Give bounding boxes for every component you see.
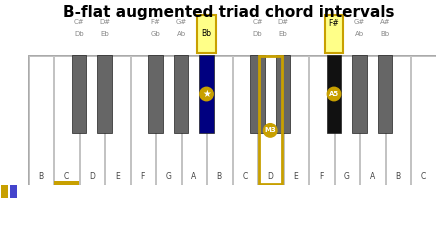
Text: D: D — [268, 172, 273, 181]
Bar — [10, 184, 17, 198]
Bar — [385, 56, 410, 184]
Text: B: B — [38, 172, 43, 181]
Bar — [72, 55, 86, 133]
Bar — [98, 55, 111, 133]
Text: basicmusictheory.com: basicmusictheory.com — [7, 72, 11, 131]
Text: D#: D# — [278, 19, 289, 25]
Text: B: B — [395, 172, 400, 181]
Text: F#: F# — [329, 19, 339, 28]
Bar — [182, 56, 206, 184]
Text: Bb: Bb — [381, 31, 389, 37]
Bar — [309, 56, 334, 184]
Text: M3: M3 — [264, 127, 276, 133]
Text: B-flat augmented triad chord intervals: B-flat augmented triad chord intervals — [63, 5, 395, 20]
Bar — [198, 15, 216, 53]
Text: C#: C# — [252, 19, 263, 25]
Bar — [232, 56, 257, 184]
Bar — [327, 55, 341, 133]
Bar — [360, 56, 385, 184]
Text: Db: Db — [253, 31, 262, 37]
Text: Gb: Gb — [150, 31, 160, 37]
Bar — [411, 56, 436, 184]
Text: F: F — [140, 172, 145, 181]
Text: Ab: Ab — [176, 31, 186, 37]
Bar — [105, 56, 129, 184]
Circle shape — [264, 124, 277, 137]
Bar — [199, 55, 213, 133]
Text: A#: A# — [380, 19, 390, 25]
Text: E: E — [115, 172, 120, 181]
Text: A: A — [370, 172, 375, 181]
Text: ★: ★ — [202, 89, 211, 99]
Bar — [276, 55, 290, 133]
Bar — [325, 15, 343, 53]
Text: A: A — [191, 172, 196, 181]
Text: G#: G# — [176, 19, 187, 25]
Circle shape — [200, 87, 213, 101]
Bar — [80, 56, 104, 184]
Text: C: C — [64, 172, 69, 181]
Bar — [131, 56, 155, 184]
Bar — [250, 55, 264, 133]
Bar — [174, 55, 188, 133]
Text: C: C — [242, 172, 247, 181]
Text: Bb: Bb — [202, 29, 212, 38]
Text: F#: F# — [150, 19, 161, 25]
Text: Eb: Eb — [279, 31, 287, 37]
Text: F: F — [319, 172, 323, 181]
Bar — [1, 184, 8, 198]
Bar — [258, 56, 282, 184]
Text: G: G — [165, 172, 171, 181]
Text: A5: A5 — [329, 91, 339, 97]
Circle shape — [327, 87, 341, 101]
Text: C: C — [421, 172, 426, 181]
Text: G#: G# — [354, 19, 365, 25]
Text: C#: C# — [73, 19, 84, 25]
Bar — [378, 55, 392, 133]
Text: Eb: Eb — [100, 31, 109, 37]
Bar — [156, 56, 180, 184]
Text: G: G — [344, 172, 350, 181]
Text: Ab: Ab — [355, 31, 364, 37]
Bar — [283, 56, 308, 184]
Bar — [54, 180, 78, 184]
Bar — [29, 56, 53, 184]
Bar — [334, 56, 359, 184]
Text: D: D — [89, 172, 95, 181]
Text: D#: D# — [99, 19, 110, 25]
Bar — [352, 55, 367, 133]
Text: B: B — [216, 172, 222, 181]
Bar — [207, 56, 231, 184]
Bar — [54, 56, 78, 184]
Bar — [148, 55, 162, 133]
Text: E: E — [293, 172, 298, 181]
Bar — [259, 56, 282, 184]
Text: Db: Db — [74, 31, 84, 37]
